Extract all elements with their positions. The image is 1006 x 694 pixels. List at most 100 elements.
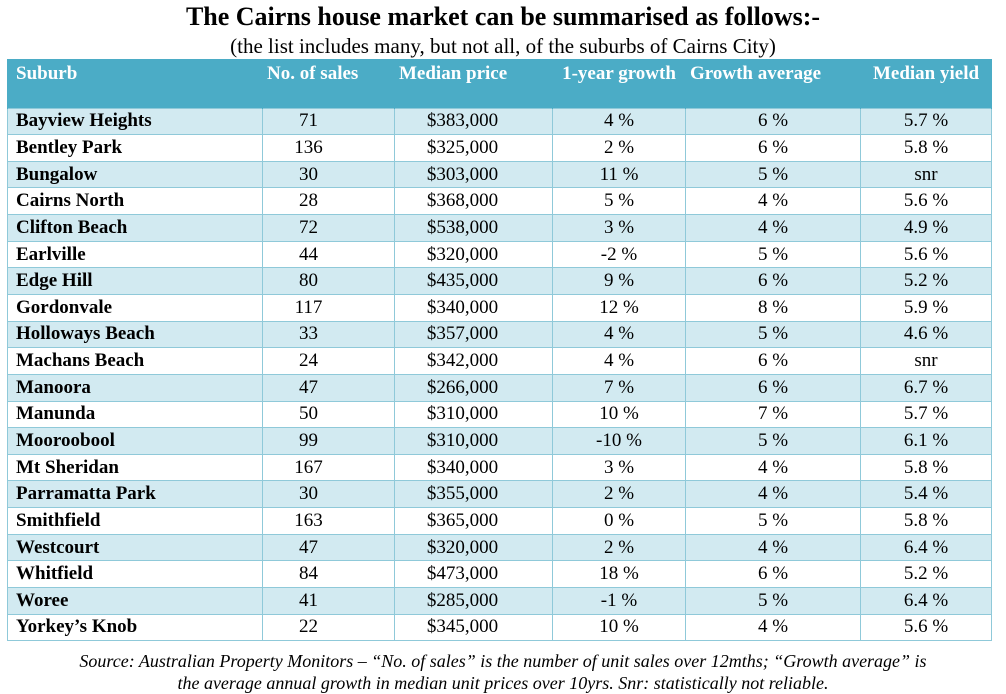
cell-median-yield: 5.7 % — [860, 107, 992, 136]
cell-1-year-growth: -2 % — [552, 240, 686, 269]
cell-growth-average: 4 % — [685, 533, 861, 562]
cell-median-price: $473,000 — [394, 560, 553, 589]
cell-median-yield: snr — [860, 347, 992, 375]
table-row: Bungalow 30 $303,000 11 % 5 % snr — [7, 160, 992, 189]
cell-median-price: $320,000 — [394, 240, 553, 269]
cell-suburb: Parramatta Park — [7, 480, 263, 509]
cell-median-yield: 5.9 % — [860, 293, 992, 322]
cell-growth-average: 5 % — [685, 427, 861, 455]
cell-suburb: Gordonvale — [7, 293, 263, 322]
cell-median-price: $310,000 — [394, 400, 553, 429]
source-note: Source: Australian Property Monitors – “… — [0, 650, 1006, 694]
cell-median-price: $355,000 — [394, 480, 553, 509]
table-row: Westcourt 47 $320,000 2 % 4 % 6.4 % — [7, 533, 992, 562]
header-growth-average: Growth average — [685, 59, 861, 108]
cell-1-year-growth: -1 % — [552, 587, 686, 615]
cell-median-yield: 5.2 % — [860, 560, 992, 589]
table-row: Bentley Park 136 $325,000 2 % 6 % 5.8 % — [7, 134, 992, 162]
cell-median-yield: 5.7 % — [860, 400, 992, 429]
cell-suburb: Bayview Heights — [7, 107, 263, 136]
source-note-line-1: Source: Australian Property Monitors – “… — [79, 651, 927, 671]
cell-no-of-sales: 47 — [262, 533, 395, 562]
cell-1-year-growth: 10 % — [552, 400, 686, 429]
cell-median-yield: 5.6 % — [860, 240, 992, 269]
cell-growth-average: 6 % — [685, 347, 861, 375]
table-row: Manunda 50 $310,000 10 % 7 % 5.7 % — [7, 400, 992, 429]
cell-growth-average: 4 % — [685, 214, 861, 242]
cell-suburb: Edge Hill — [7, 267, 263, 295]
cell-no-of-sales: 84 — [262, 560, 395, 589]
cell-1-year-growth: 2 % — [552, 533, 686, 562]
cell-suburb: Smithfield — [7, 507, 263, 535]
cell-no-of-sales: 136 — [262, 134, 395, 162]
cell-1-year-growth: 4 % — [552, 320, 686, 349]
cell-median-price: $342,000 — [394, 347, 553, 375]
cell-suburb: Bungalow — [7, 160, 263, 189]
cell-growth-average: 5 % — [685, 320, 861, 349]
cell-suburb: Whitfield — [7, 560, 263, 589]
cell-no-of-sales: 167 — [262, 453, 395, 482]
header-no-of-sales: No. of sales — [262, 59, 395, 108]
cell-median-price: $325,000 — [394, 134, 553, 162]
cell-suburb: Bentley Park — [7, 134, 263, 162]
cell-median-yield: 5.8 % — [860, 453, 992, 482]
table-row: Clifton Beach 72 $538,000 3 % 4 % 4.9 % — [7, 214, 992, 242]
cell-growth-average: 4 % — [685, 613, 861, 642]
cell-median-price: $383,000 — [394, 107, 553, 136]
cell-median-price: $435,000 — [394, 267, 553, 295]
cell-growth-average: 6 % — [685, 134, 861, 162]
cell-median-price: $303,000 — [394, 160, 553, 189]
cell-median-yield: 5.4 % — [860, 480, 992, 509]
table-row: Holloways Beach 33 $357,000 4 % 5 % 4.6 % — [7, 320, 992, 349]
header-1-year-growth: 1-year growth — [552, 59, 686, 108]
table-row: Whitfield 84 $473,000 18 % 6 % 5.2 % — [7, 560, 992, 589]
header-row: Suburb No. of sales Median price 1-year … — [7, 59, 992, 108]
cell-suburb: Westcourt — [7, 533, 263, 562]
cell-no-of-sales: 30 — [262, 160, 395, 189]
cell-no-of-sales: 50 — [262, 400, 395, 429]
cell-no-of-sales: 22 — [262, 613, 395, 642]
table-body: Bayview Heights 71 $383,000 4 % 6 % 5.7 % Bent… — [7, 107, 992, 642]
cell-no-of-sales: 99 — [262, 427, 395, 455]
cell-median-price: $340,000 — [394, 453, 553, 482]
cell-growth-average: 5 % — [685, 587, 861, 615]
cell-growth-average: 6 % — [685, 560, 861, 589]
cell-median-price: $266,000 — [394, 373, 553, 402]
cell-growth-average: 5 % — [685, 507, 861, 535]
cell-no-of-sales: 41 — [262, 587, 395, 615]
cell-median-yield: 4.9 % — [860, 214, 992, 242]
cell-suburb: Machans Beach — [7, 347, 263, 375]
table-row: Gordonvale 117 $340,000 12 % 8 % 5.9 % — [7, 293, 992, 322]
cell-1-year-growth: 4 % — [552, 107, 686, 136]
cell-median-price: $345,000 — [394, 613, 553, 642]
cell-1-year-growth: 12 % — [552, 293, 686, 322]
header-median-price: Median price — [394, 59, 553, 108]
cell-median-price: $357,000 — [394, 320, 553, 349]
cell-growth-average: 5 % — [685, 240, 861, 269]
cell-median-yield: snr — [860, 160, 992, 189]
cell-no-of-sales: 163 — [262, 507, 395, 535]
cell-suburb: Woree — [7, 587, 263, 615]
cell-suburb: Yorkey’s Knob — [7, 613, 263, 642]
cell-no-of-sales: 33 — [262, 320, 395, 349]
table-row: Mt Sheridan 167 $340,000 3 % 4 % 5.8 % — [7, 453, 992, 482]
header-median-yield: Median yield — [860, 59, 992, 108]
table-row: Yorkey’s Knob 22 $345,000 10 % 4 % 5.6 % — [7, 613, 992, 642]
cell-1-year-growth: -10 % — [552, 427, 686, 455]
cell-no-of-sales: 72 — [262, 214, 395, 242]
cell-median-yield: 6.4 % — [860, 587, 992, 615]
table-row: Earlville 44 $320,000 -2 % 5 % 5.6 % — [7, 240, 992, 269]
table-row: Smithfield 163 $365,000 0 % 5 % 5.8 % — [7, 507, 992, 535]
cell-median-yield: 5.2 % — [860, 267, 992, 295]
cell-median-yield: 5.8 % — [860, 134, 992, 162]
table-row: Parramatta Park 30 $355,000 2 % 4 % 5.4 % — [7, 480, 992, 509]
page-subtitle: (the list includes many, but not all, of… — [230, 34, 776, 58]
cell-median-price: $365,000 — [394, 507, 553, 535]
cell-no-of-sales: 30 — [262, 480, 395, 509]
cell-suburb: Mooroobool — [7, 427, 263, 455]
cell-median-yield: 5.6 % — [860, 613, 992, 642]
cell-1-year-growth: 3 % — [552, 214, 686, 242]
cell-no-of-sales: 80 — [262, 267, 395, 295]
cell-suburb: Cairns North — [7, 187, 263, 216]
cell-growth-average: 8 % — [685, 293, 861, 322]
